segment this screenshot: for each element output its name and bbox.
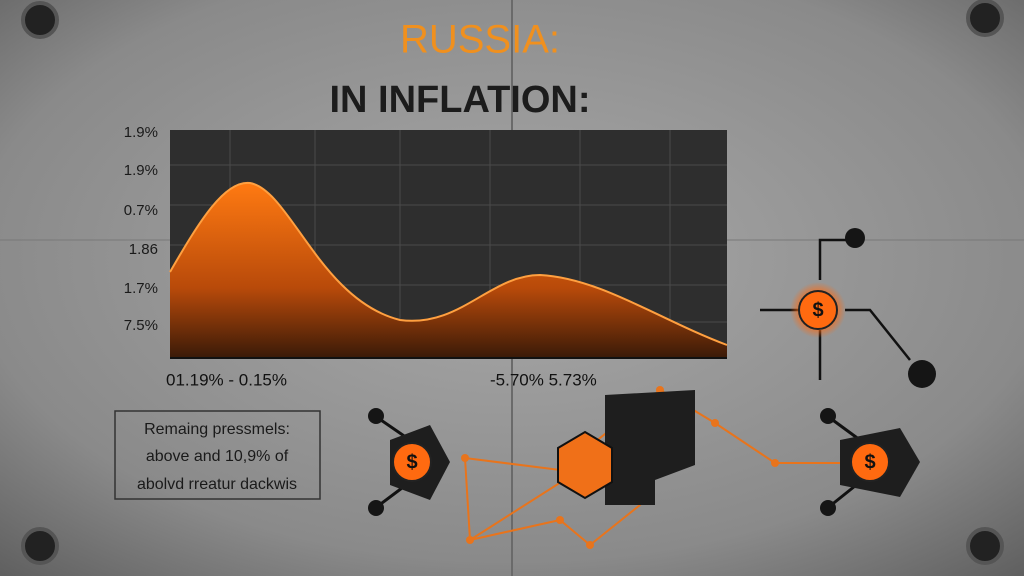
y-label: 1.7%	[124, 280, 158, 297]
subtitle: IN INFLATION:	[329, 79, 590, 121]
curve-line	[169, 181, 728, 346]
dollar-icon: $	[864, 451, 875, 473]
area-curve	[170, 182, 727, 358]
y-label: 1.9%	[124, 162, 158, 179]
y-label: 7.5%	[124, 317, 158, 334]
y-label: 1.9%	[124, 124, 158, 141]
chart-panel	[169, 130, 728, 359]
network-diagram	[368, 228, 936, 549]
note-line: above and 10,9% of	[146, 448, 289, 465]
note-line: abolvd rreatur dackwis	[137, 476, 297, 493]
dollar-icon: $	[406, 451, 417, 473]
x-label: -5.70% 5.73%	[490, 370, 597, 389]
note-box	[114, 410, 321, 500]
x-label: 01.19% - 0.15%	[166, 370, 287, 389]
dollar-icon: $	[812, 299, 823, 321]
title: RUSSIA:	[400, 18, 560, 62]
note-line: Remaing pressmels:	[144, 421, 290, 438]
bolts	[21, 0, 1004, 565]
y-label: 0.7%	[124, 202, 158, 219]
y-label: 1.86	[129, 241, 158, 258]
